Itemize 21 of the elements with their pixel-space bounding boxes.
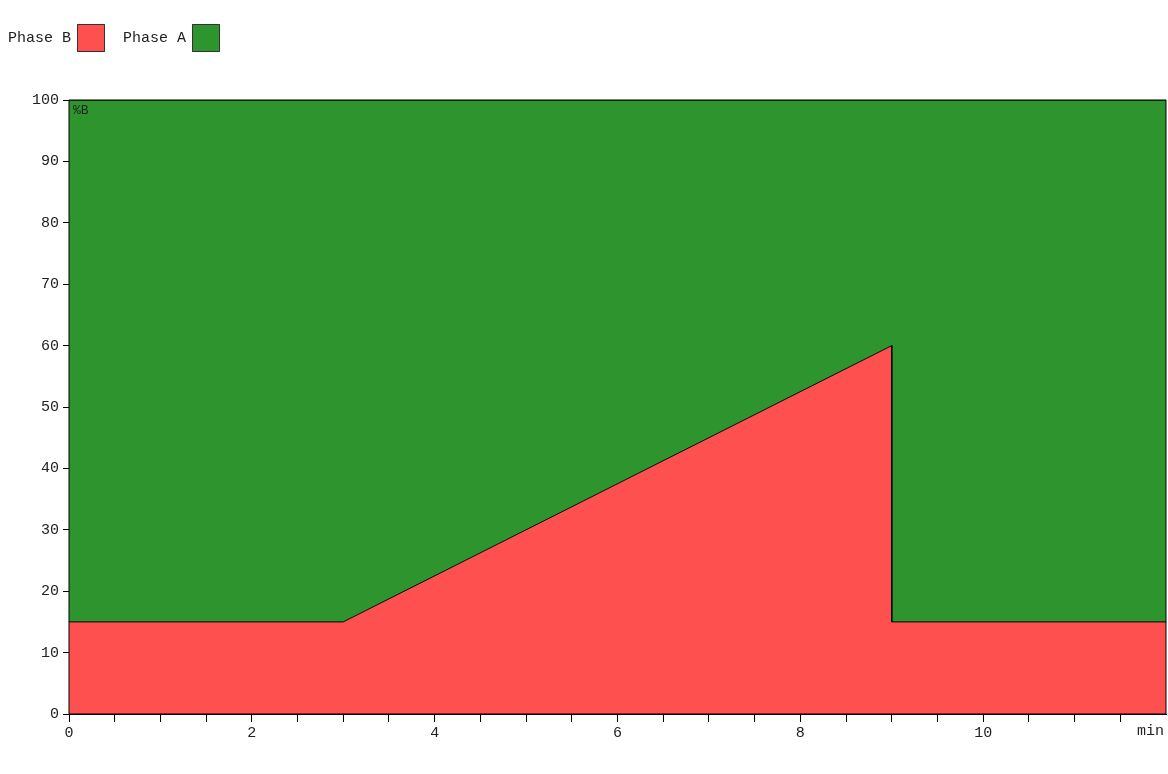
y-tick-label: 90 xyxy=(40,153,59,171)
y-tick-label: 20 xyxy=(40,583,59,601)
y-tick-label: 30 xyxy=(40,521,59,539)
y-tick-label: 80 xyxy=(40,214,59,232)
y-tick-label: 50 xyxy=(40,398,59,416)
x-tick-label: 0 xyxy=(64,724,74,742)
y-tick-label: 40 xyxy=(40,460,59,478)
y-tick-label: 60 xyxy=(40,337,59,355)
y-tick-label: 100 xyxy=(31,91,59,109)
legend-label: Phase B xyxy=(8,29,72,47)
y-axis-title: %B xyxy=(73,102,89,118)
y-tick-label: 10 xyxy=(40,644,59,662)
x-tick-label: 8 xyxy=(795,724,805,742)
legend-label: Phase A xyxy=(123,29,187,47)
x-tick-label: 2 xyxy=(247,724,257,742)
y-tick-label: 70 xyxy=(40,276,59,294)
x-tick-label: 6 xyxy=(612,724,623,742)
x-tick-label: 10 xyxy=(974,724,993,742)
x-tick-label: 4 xyxy=(430,724,440,742)
y-tick-label: 0 xyxy=(49,705,59,723)
x-axis-title: min xyxy=(1136,723,1164,741)
